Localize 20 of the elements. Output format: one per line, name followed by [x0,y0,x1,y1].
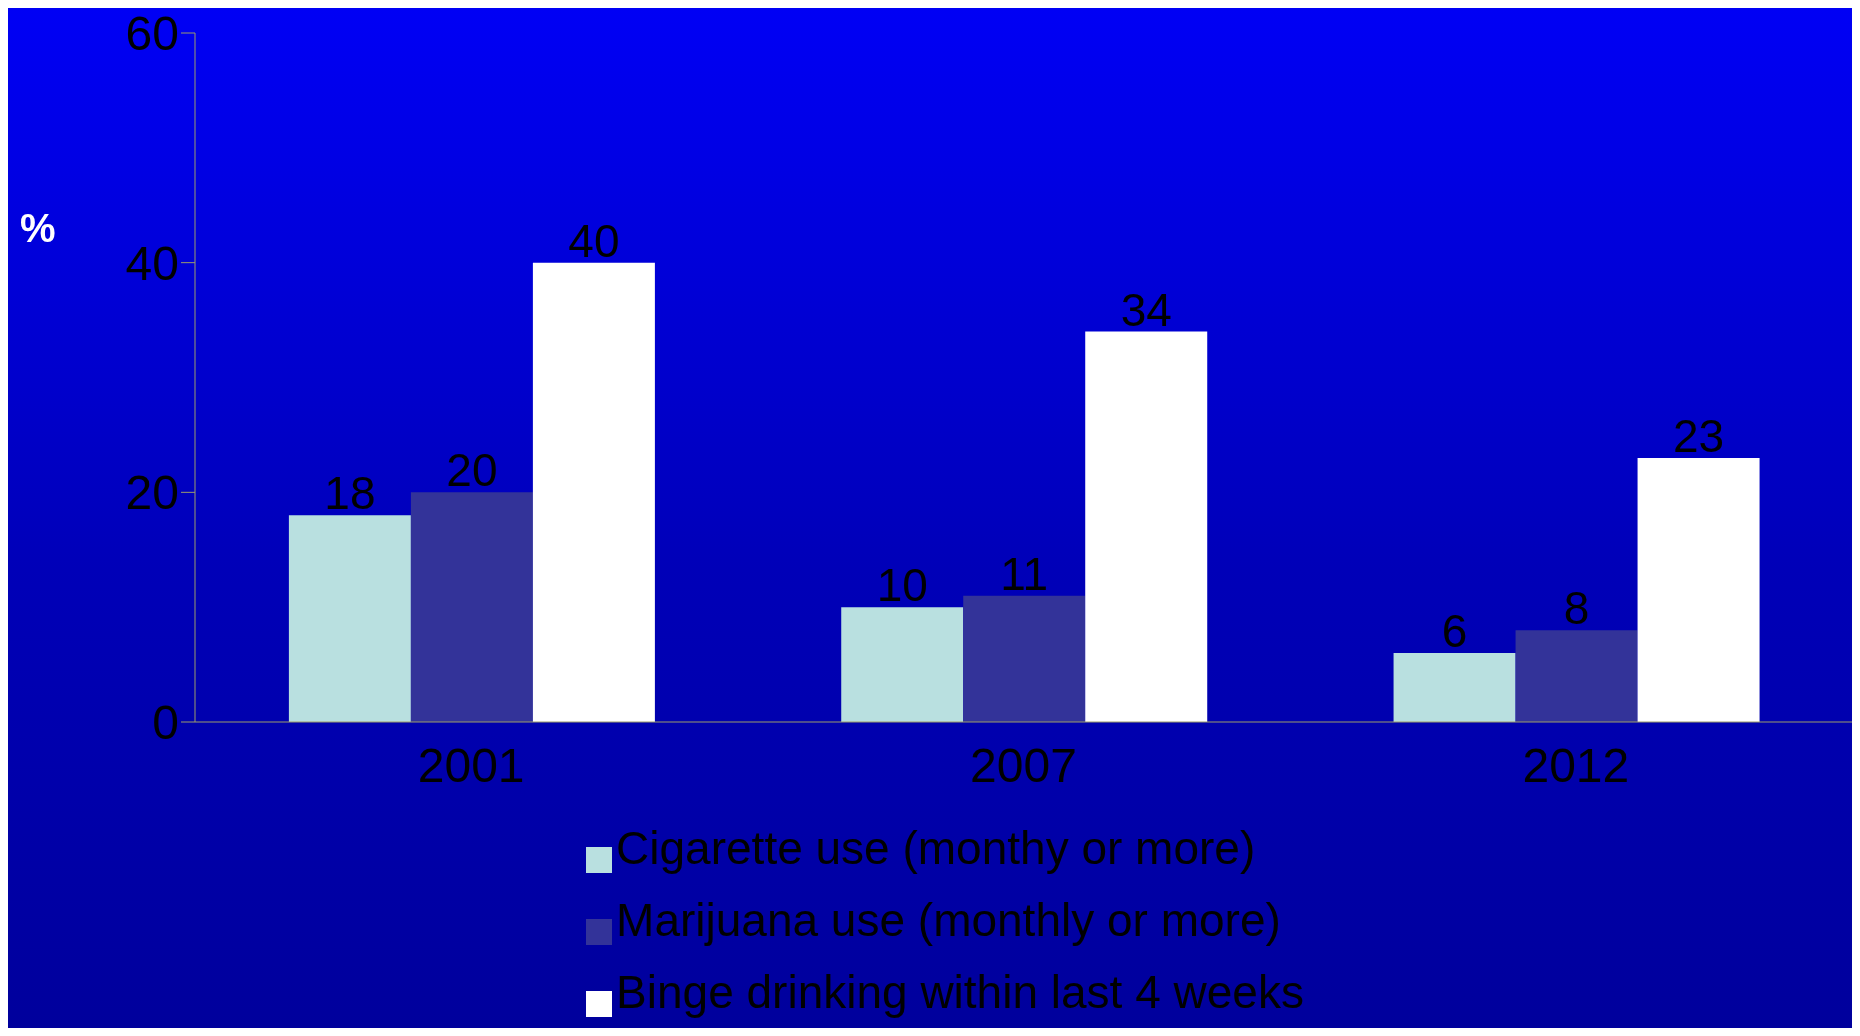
legend-label: Binge drinking within last 4 weeks [616,966,1304,1018]
data-label: 40 [568,214,620,267]
y-tick-label: 20 [125,466,179,520]
data-label: 6 [1441,605,1468,658]
y-tick-label: 60 [125,7,179,61]
y-tick-label: 40 [125,236,179,290]
data-label: 23 [1672,409,1725,462]
x-tick-label: 2007 [970,739,1077,793]
legend-label: Cigarette use (monthy or more) [616,822,1256,874]
x-tick-label: 2001 [417,739,525,793]
data-label: 8 [1563,582,1590,635]
legend-label: Marijuana use (monthly or more) [616,894,1281,946]
data-label: 10 [876,559,928,612]
data-label: 11 [1000,547,1049,600]
y-tick-label: 0 [152,696,179,750]
data-label: 34 [1120,283,1172,336]
data-label: 20 [446,444,498,497]
data-label: 18 [324,467,376,520]
x-tick-label: 2012 [1522,739,1630,793]
y-axis-title: % [20,205,56,250]
